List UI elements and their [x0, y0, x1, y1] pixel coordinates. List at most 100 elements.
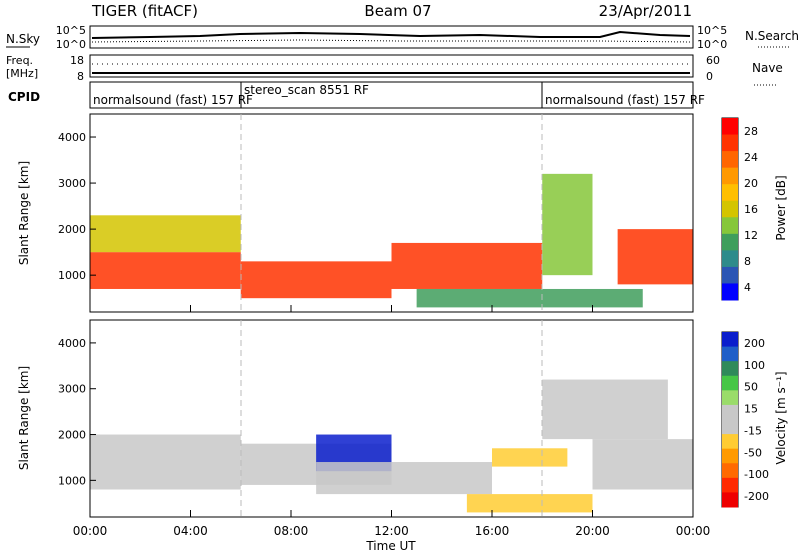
power-colorbar-swatch-1	[722, 118, 738, 136]
velocity-echo-region-5	[492, 448, 568, 467]
power-colorbar-swatch-5	[722, 184, 738, 202]
power-echo-region-1	[90, 252, 241, 289]
xtick-label-4: 12:00	[374, 524, 409, 538]
xtick-label-1: 00:00	[73, 524, 108, 538]
power-colorbar-tick-6: 8	[744, 255, 751, 268]
power-colorbar-tick-7: 4	[744, 281, 751, 294]
velocity-echo-region-8	[542, 379, 668, 440]
velocity-colorbar-tick-7: -100	[744, 468, 769, 481]
velocity-ytick-label-3: 3000	[58, 383, 86, 396]
power-colorbar-tick-2: 24	[744, 151, 758, 164]
velocity-ytick-label-4: 4000	[58, 337, 86, 350]
xtick-label-5: 16:00	[475, 524, 510, 538]
power-colorbar-swatch-11	[722, 283, 738, 301]
velocity-colorbar-tick-3: 50	[744, 381, 758, 394]
xtick-label-3: 08:00	[274, 524, 309, 538]
velocity-colorbar-tick-2: 100	[744, 359, 765, 372]
nsky-trace	[91, 30, 691, 39]
power-echo-region-5	[542, 173, 593, 276]
nsearch-label: N.Search	[745, 29, 799, 43]
power-colorbar-label: Power [dB]	[774, 175, 788, 240]
power-colorbar-swatch-8	[722, 233, 738, 251]
xtick-label-2: 04:00	[173, 524, 208, 538]
velocity-colorbar-swatch-11	[722, 477, 738, 493]
instrument-title: TIGER (fitACF)	[91, 2, 198, 20]
nsky-left-tick-top: 10^5	[56, 24, 86, 37]
power-echo-region-3	[240, 261, 392, 299]
velocity-colorbar-swatch-4	[722, 375, 738, 391]
velocity-echoes	[90, 379, 693, 513]
velocity-colorbar-swatch-2	[722, 346, 738, 362]
velocity-xlabel: Time UT	[365, 539, 416, 553]
power-colorbar-tick-4: 16	[744, 203, 758, 216]
velocity-colorbar-swatch-8	[722, 434, 738, 450]
power-colorbar-swatch-7	[722, 217, 738, 235]
velocity-colorbar-swatch-7	[722, 419, 738, 435]
cpid-segment-2: stereo_scan 8551 RF	[244, 83, 369, 97]
freq-right-tick-top: 60	[706, 54, 720, 67]
cpid-segment-1: normalsound (fast) 157 RF	[93, 93, 253, 107]
nsky-right-tick-bottom: 10^0	[697, 38, 727, 51]
velocity-colorbar-swatch-1	[722, 332, 738, 348]
freq-label-top: Freq.	[6, 54, 33, 67]
beam-label: Beam 07	[364, 2, 431, 20]
velocity-colorbar-tick-1: 200	[744, 337, 765, 350]
power-echoes	[90, 173, 693, 308]
freq-right-tick-bottom: 0	[706, 70, 713, 83]
nsky-panel: N.Sky 10^5 10^0 10^5 10^0 N.Search	[6, 24, 799, 51]
velocity-echo-region-7	[592, 439, 693, 490]
freq-panel: Freq. [MHz] 18 8 60 0 Nave	[6, 54, 783, 86]
power-colorbar-tick-5: 12	[744, 229, 758, 242]
power-colorbar-swatch-9	[722, 250, 738, 268]
power-ylabel: Slant Range [km]	[17, 161, 31, 265]
power-colorbar-tick-3: 20	[744, 177, 758, 190]
velocity-colorbar-swatch-3	[722, 361, 738, 377]
velocity-echo-region-6	[466, 494, 593, 513]
power-colorbar-swatch-3	[722, 151, 738, 169]
date-label: 23/Apr/2011	[599, 2, 692, 20]
velocity-colorbar-tick-4: 15	[744, 403, 758, 416]
power-echo-region-6	[617, 229, 693, 285]
cpid-label: CPID	[8, 90, 40, 104]
power-panel: Slant Range [km] 1000 2000 3000 4000 28 24 20…	[17, 113, 788, 313]
power-ytick-label-4: 4000	[58, 131, 86, 144]
velocity-echo-region-4	[316, 462, 492, 495]
velocity-panel: Slant Range [km] 1000 2000 3000 4000 00:00 0…	[17, 319, 788, 553]
velocity-colorbar-tick-8: -200	[744, 490, 769, 503]
power-colorbar-swatch-6	[722, 200, 738, 218]
velocity-ytick-label-1: 1000	[58, 474, 86, 487]
power-colorbar-swatch-2	[722, 134, 738, 152]
velocity-colorbar-swatch-12	[722, 492, 738, 508]
velocity-ytick-label-2: 2000	[58, 429, 86, 442]
freq-left-tick-bottom: 8	[77, 70, 84, 83]
nsky-left-tick-bottom: 10^0	[56, 38, 86, 51]
cpid-panel: CPID normalsound (fast) 157 RF stereo_sc…	[8, 81, 705, 109]
power-echo-region-4	[391, 242, 543, 289]
xtick-label-6: 20:00	[575, 524, 610, 538]
cpid-segment-3: normalsound (fast) 157 RF	[545, 93, 705, 107]
power-echo-region-2	[90, 215, 241, 253]
velocity-colorbar-swatch-10	[722, 463, 738, 479]
freq-left-tick-top: 18	[70, 54, 84, 67]
power-echo-region-7	[416, 288, 643, 308]
nsky-label: N.Sky	[6, 32, 40, 46]
power-colorbar-swatch-4	[722, 167, 738, 185]
nave-label: Nave	[752, 61, 783, 75]
xtick-label-7: 00:00	[676, 524, 711, 538]
velocity-colorbar-label: Velocity [m s⁻¹]	[774, 371, 788, 464]
velocity-ylabel: Slant Range [km]	[17, 366, 31, 470]
nsky-right-tick-top: 10^5	[697, 24, 727, 37]
velocity-echo-region-1	[90, 434, 241, 490]
velocity-colorbar-tick-6: -50	[744, 446, 762, 459]
power-ytick-label-1: 1000	[58, 269, 86, 282]
velocity-colorbar-swatch-6	[722, 404, 738, 420]
nsearch-trace	[91, 39, 691, 43]
velocity-colorbar-tick-5: -15	[744, 424, 762, 437]
power-colorbar-tick-1: 28	[744, 125, 758, 138]
power-ytick-label-3: 3000	[58, 177, 86, 190]
power-colorbar-swatch-10	[722, 266, 738, 284]
velocity-colorbar-swatch-5	[722, 390, 738, 406]
power-ytick-label-2: 2000	[58, 223, 86, 236]
velocity-colorbar-swatch-9	[722, 448, 738, 464]
